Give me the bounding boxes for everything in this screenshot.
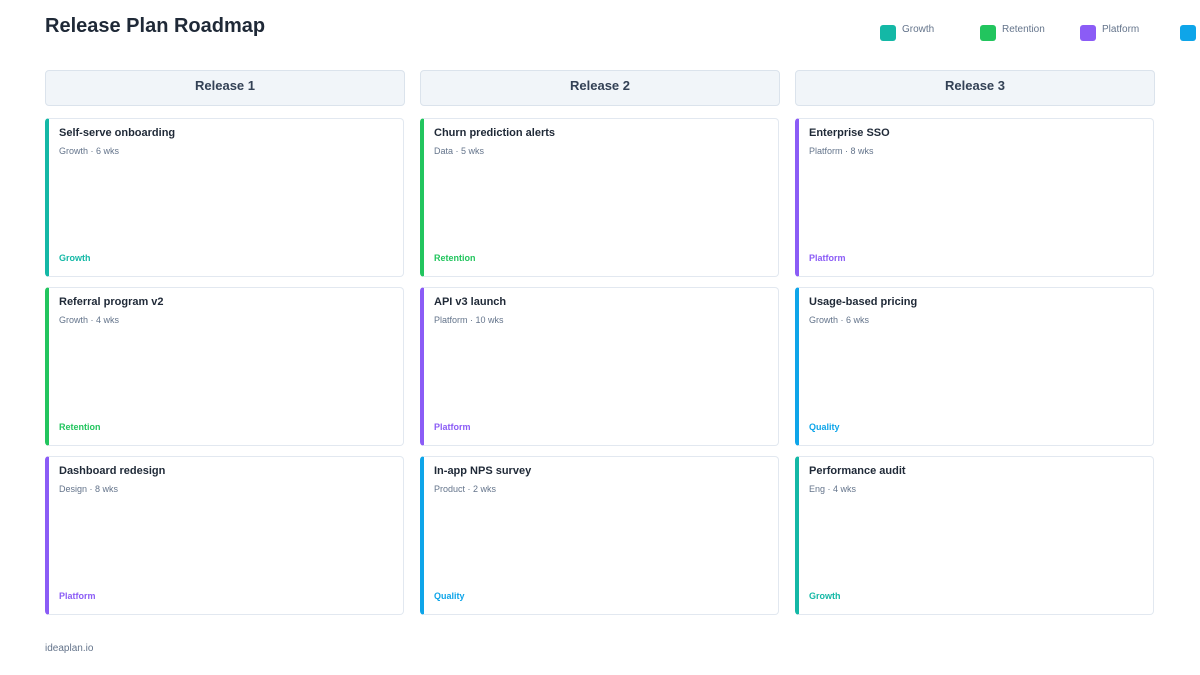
card-tag: Platform: [809, 253, 846, 263]
card-meta: Growth · 6 wks: [809, 315, 870, 325]
card-title: Usage-based pricing: [809, 296, 918, 308]
legend-item: [1180, 24, 1200, 41]
card-title: Enterprise SSO: [809, 127, 890, 139]
card-tag: Platform: [59, 591, 96, 601]
legend-swatch: [1080, 25, 1096, 41]
page-title: Release Plan Roadmap: [45, 15, 266, 37]
card: Referral program v2 Growth · 4 wks Retenti…: [45, 287, 404, 446]
card: Performance audit Eng · 4 wks Growth: [795, 456, 1154, 615]
legend-swatch: [880, 25, 896, 41]
legend-item: Growth: [880, 24, 934, 41]
legend-label: Platform: [1102, 24, 1140, 35]
footer: ideaplan.io: [45, 643, 94, 654]
legend-label: Growth: [902, 24, 935, 35]
column-header: Release 3: [795, 70, 1155, 106]
card-tag: Platform: [434, 422, 471, 432]
card-meta: Growth · 4 wks: [59, 315, 120, 325]
card: Self-serve onboarding Growth · 6 wks Growt…: [45, 118, 404, 277]
card-meta: Product · 2 wks: [434, 484, 497, 494]
card-title: Dashboard redesign: [59, 465, 166, 477]
card-meta: Data · 5 wks: [434, 146, 485, 156]
card-title: Performance audit: [809, 465, 906, 477]
card-tag: Retention: [59, 422, 101, 432]
column-header: Release 2: [420, 70, 780, 106]
card: Usage-based pricing Growth · 6 wks Quality: [795, 287, 1154, 446]
column-header: Release 1: [45, 70, 405, 106]
card-tag: Retention: [434, 253, 476, 263]
card: Enterprise SSO Platform · 8 wks Platform: [795, 118, 1154, 277]
legend-item: Platform: [1080, 24, 1139, 41]
card-meta: Growth · 6 wks: [59, 146, 120, 156]
card-meta: Eng · 4 wks: [809, 484, 857, 494]
card: API v3 launch Platform · 10 wks Platform: [420, 287, 779, 446]
card-meta: Platform · 10 wks: [434, 315, 504, 325]
card-tag: Growth: [59, 253, 91, 263]
card: Churn prediction alerts Data · 5 wks Reten…: [420, 118, 779, 277]
card-title: In-app NPS survey: [434, 465, 532, 477]
card-title: Self-serve onboarding: [59, 127, 176, 139]
card: In-app NPS survey Product · 2 wks Quality: [420, 456, 779, 615]
card-tag: Growth: [809, 591, 841, 601]
card-tag: Quality: [434, 591, 465, 601]
card-title: Churn prediction alerts: [434, 127, 556, 139]
card-title: API v3 launch: [434, 296, 507, 308]
legend-item: Retention: [980, 24, 1045, 41]
card-meta: Platform · 8 wks: [809, 146, 874, 156]
legend-swatch: [980, 25, 996, 41]
card-meta: Design · 8 wks: [59, 484, 119, 494]
card: Dashboard redesign Design · 8 wks Platform: [45, 456, 404, 615]
card-tag: Quality: [809, 422, 840, 432]
card-title: Referral program v2: [59, 296, 164, 308]
legend-swatch: [1180, 25, 1196, 41]
legend-label: Retention: [1002, 24, 1045, 35]
